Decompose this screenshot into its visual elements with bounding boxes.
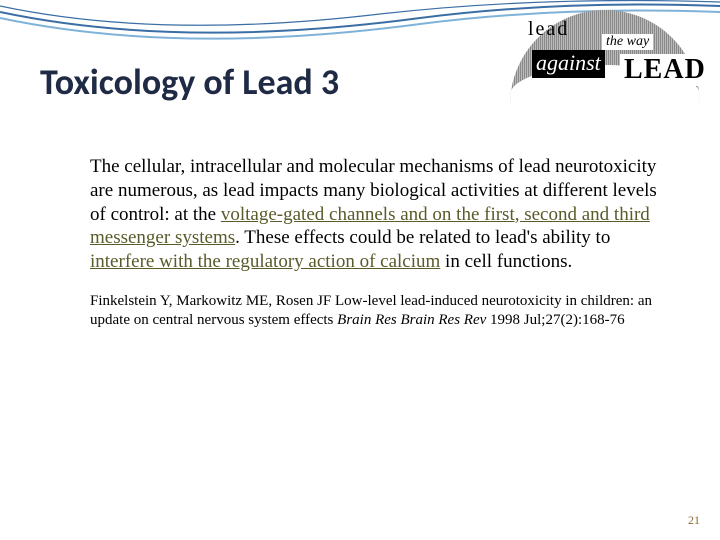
logo-word-lead-caps: LEAD: [620, 54, 710, 86]
body-seg2: . These effects could be related to lead…: [235, 227, 610, 248]
citation: Finkelstein Y, Markowitz ME, Rosen JF Lo…: [90, 292, 660, 330]
logo-word-against: against: [532, 50, 605, 78]
logo-word-lead: lead: [528, 18, 569, 41]
lead-the-way-logo: lead the way against LEAD: [510, 10, 710, 110]
citation-ref: 1998 Jul;27(2):168-76: [486, 312, 624, 328]
slide-title: Toxicology of Lead 3: [40, 60, 339, 104]
logo-word-theway: the way: [602, 34, 653, 50]
citation-journal: Brain Res Brain Res Rev: [337, 312, 486, 328]
slide-number: 21: [688, 513, 700, 528]
body-emph2: interfere with the regulatory action of …: [90, 251, 440, 272]
slide-content: The cellular, intracellular and molecula…: [90, 155, 660, 329]
body-paragraph: The cellular, intracellular and molecula…: [90, 155, 660, 274]
body-seg3: in cell functions.: [440, 251, 572, 272]
